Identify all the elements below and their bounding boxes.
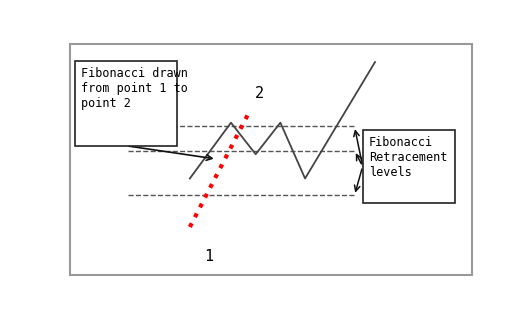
Text: Fibonacci
Retracement
levels: Fibonacci Retracement levels — [369, 136, 447, 179]
Text: Fibonacci drawn
from point 1 to
point 2: Fibonacci drawn from point 1 to point 2 — [81, 67, 187, 110]
Text: 2: 2 — [255, 86, 264, 101]
FancyBboxPatch shape — [363, 130, 455, 203]
Text: 1: 1 — [204, 249, 213, 264]
FancyBboxPatch shape — [74, 61, 177, 146]
